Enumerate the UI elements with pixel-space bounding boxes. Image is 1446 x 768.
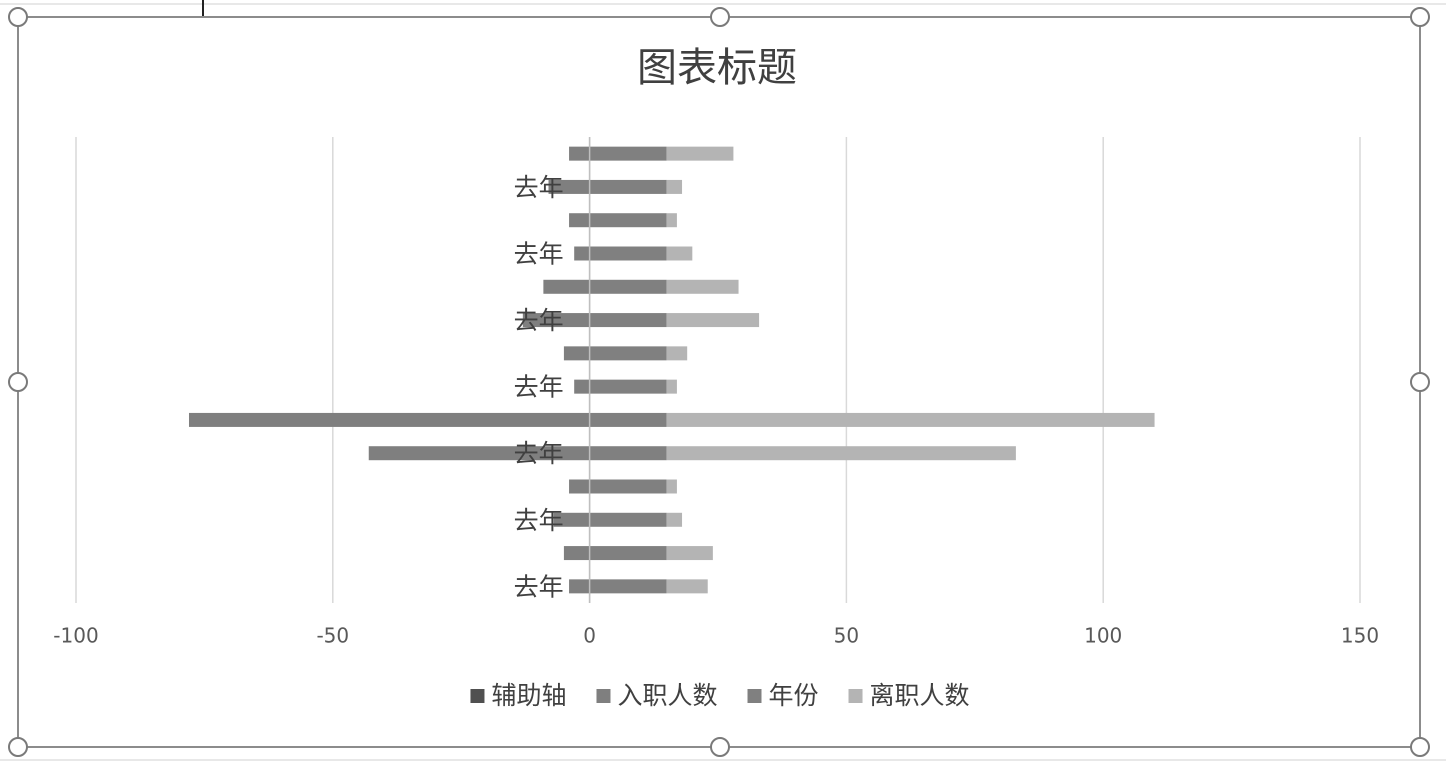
bar: [589, 346, 667, 361]
bar: [553, 512, 590, 527]
x-tick-label: 150: [1341, 624, 1379, 648]
y-tick-label: 去年: [514, 173, 564, 202]
bar: [368, 446, 590, 461]
bar: [589, 246, 667, 261]
bar: [666, 279, 739, 294]
bar: [569, 146, 590, 161]
legend-swatch: [470, 689, 485, 703]
bar: [666, 346, 688, 361]
bar: [563, 346, 590, 361]
bar: [574, 379, 590, 394]
bar: [666, 546, 713, 561]
bar: [589, 379, 667, 394]
bar: [666, 313, 760, 328]
bar: [666, 379, 677, 394]
bar: [589, 579, 667, 594]
y-tick-label: 去年: [514, 439, 564, 468]
bar: [569, 213, 590, 228]
legend: 辅助轴 入职人数 年份 离职人数: [470, 681, 970, 710]
y-tick-label: 去年: [514, 572, 564, 601]
y-tick-label: 去年: [514, 506, 564, 535]
bar: [188, 412, 590, 427]
x-tick-label: -100: [53, 624, 98, 648]
bar: [666, 146, 734, 161]
bar: [522, 313, 590, 328]
bar: [569, 579, 590, 594]
legend-label: 入职人数: [617, 681, 717, 710]
chart-area[interactable]: [17, 16, 1421, 748]
bar: [548, 179, 590, 194]
x-tick-label: 0: [583, 624, 596, 648]
legend-swatch: [596, 689, 611, 703]
bar: [666, 412, 1155, 427]
x-tick-label: 50: [834, 624, 859, 648]
bar: [589, 479, 667, 494]
bar: [574, 246, 590, 261]
y-tick-label: 去年: [514, 373, 564, 402]
bar: [563, 546, 590, 561]
bar: [543, 279, 590, 294]
x-tick-label: 100: [1084, 624, 1122, 648]
legend-swatch: [848, 689, 863, 703]
bar: [666, 579, 708, 594]
bar: [589, 179, 667, 194]
bar: [666, 213, 677, 228]
bar: [589, 279, 667, 294]
legend-label: 离职人数: [870, 681, 970, 710]
bar: [666, 446, 1016, 461]
bar: [666, 512, 683, 527]
legend-label: 年份: [769, 681, 819, 710]
y-tick-label: 去年: [514, 240, 564, 269]
bar: [589, 512, 667, 527]
bar: [569, 479, 590, 494]
y-tick-label: 去年: [514, 306, 564, 335]
bar: [589, 446, 667, 461]
chart-title: 图表标题: [637, 45, 797, 91]
bar: [666, 246, 693, 261]
bar: [589, 546, 667, 561]
bar: [589, 313, 667, 328]
x-tick-label: -50: [316, 624, 349, 648]
bar: [589, 412, 667, 427]
bar: [666, 179, 683, 194]
bar: [589, 146, 667, 161]
bar: [589, 213, 667, 228]
legend-label: 辅助轴: [491, 681, 566, 710]
resize-handles: [8, 7, 1430, 757]
legend-swatch: [747, 689, 762, 703]
bar: [666, 479, 677, 494]
